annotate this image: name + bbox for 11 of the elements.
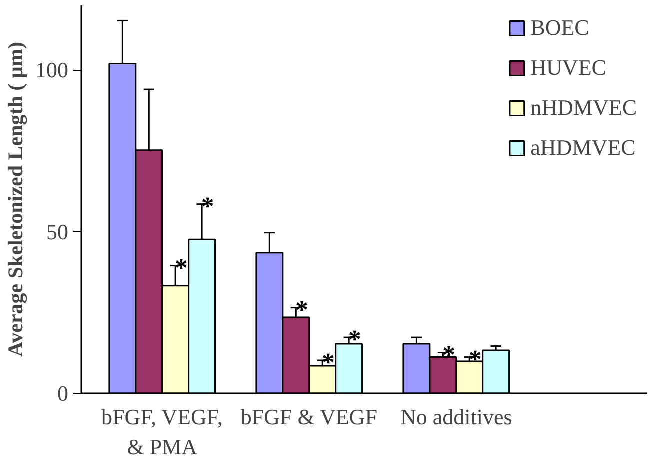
x-tick-label: No additives: [400, 404, 512, 430]
y-tick-label: 0: [58, 381, 68, 406]
legend-label: HUVEC: [530, 55, 606, 81]
y-tick-label: 50: [46, 219, 68, 244]
x-tick-label: bFGF, VEGF, & PMA: [101, 404, 223, 460]
legend-label: nHDMVEC: [530, 95, 637, 121]
x-tick-label: bFGF & VEGF: [240, 404, 378, 430]
legend-label: aHDMVEC: [530, 135, 636, 161]
legend-label: BOEC: [530, 15, 590, 41]
y-axis-title: Average Skeletonized Length ( µm): [4, 42, 28, 357]
y-tick-label: 100: [36, 58, 68, 83]
